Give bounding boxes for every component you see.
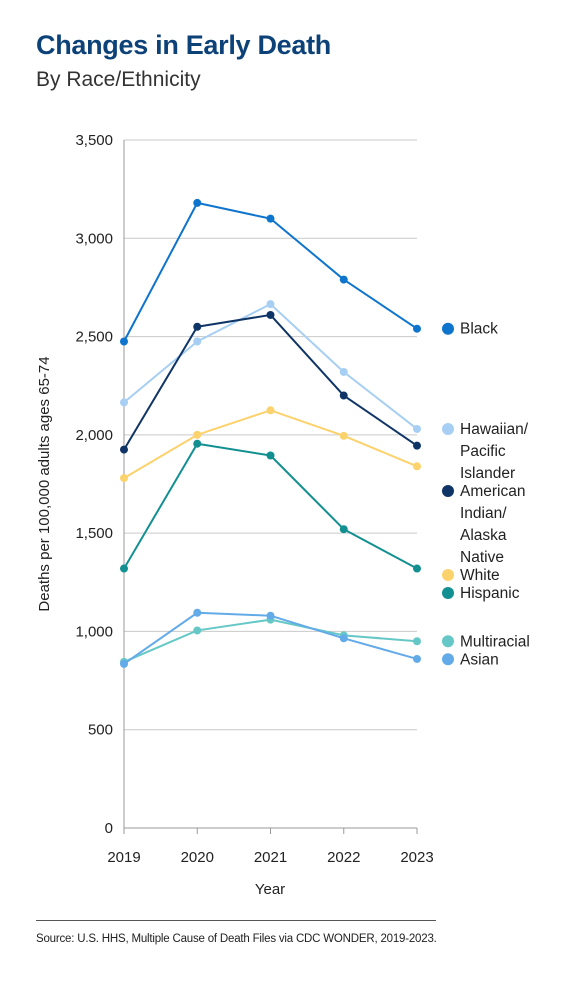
legend-marker (442, 635, 454, 648)
footer-divider (36, 920, 436, 921)
x-tick-labels: 2019 2020 2021 2022 2023 (107, 849, 433, 866)
data-point (413, 637, 421, 646)
data-point (193, 439, 202, 448)
data-point (193, 626, 202, 635)
data-point (266, 611, 275, 620)
series-lines (120, 198, 421, 668)
legend-label: Alaska (460, 527, 507, 544)
data-point (266, 214, 275, 223)
data-point (120, 398, 128, 407)
data-point (193, 430, 202, 439)
x-tick-label: 2021 (254, 849, 287, 866)
x-tick-label: 2023 (400, 849, 433, 866)
legend-item: American Indian/Alaska Native (442, 483, 525, 566)
chart-subtitle: By Race/Ethnicity (36, 68, 201, 91)
legend-item: White (442, 567, 500, 584)
data-point (339, 275, 348, 284)
legend-marker (442, 322, 454, 335)
data-point (120, 659, 128, 668)
y-tick-label: 0 (105, 820, 113, 837)
legend-item: Hawaiian/Pacific Islander (442, 421, 529, 482)
data-point (193, 322, 202, 331)
source-note: Source: U.S. HHS, Multiple Cause of Deat… (36, 933, 437, 945)
legend-label: American (460, 483, 525, 500)
data-point (120, 564, 128, 573)
data-point (266, 406, 275, 415)
data-point (339, 391, 348, 400)
x-tick-label: 2019 (107, 849, 140, 866)
gridlines (124, 139, 417, 731)
legend-marker (442, 653, 454, 666)
legend-label: Islander (460, 465, 515, 482)
legend-marker (442, 568, 454, 581)
y-tick-label: 3,500 (75, 132, 113, 149)
x-tick-label: 2022 (327, 849, 360, 866)
data-point (193, 198, 202, 207)
y-tick-label: 2,500 (75, 329, 113, 346)
x-axis-title: Year (255, 881, 285, 898)
series-line (123, 618, 418, 663)
y-tick-label: 2,000 (75, 427, 113, 444)
legend-marker (442, 586, 454, 599)
legend-marker (442, 422, 454, 435)
y-tick-label: 3,000 (75, 230, 113, 247)
legend-item: Asian (442, 651, 499, 668)
data-point (339, 525, 348, 534)
legend-label: Indian/ (460, 505, 507, 522)
data-point (120, 445, 128, 454)
data-point (339, 634, 348, 643)
data-point (413, 564, 421, 573)
chart-title: Changes in Early Death (36, 30, 331, 60)
legend-label: Hawaiian/ (460, 421, 529, 438)
data-point (413, 441, 421, 450)
data-point (193, 337, 202, 346)
legend-label: Native (460, 549, 504, 566)
data-point (266, 451, 275, 460)
x-tick-label: 2020 (181, 849, 214, 866)
y-tick-labels: 0 500 1,000 1,500 2,000 2,500 3,000 3,500 (75, 132, 113, 837)
legend-marker (442, 484, 454, 497)
data-point (339, 431, 348, 440)
y-axis-title: Deaths per 100,000 adults ages 65-74 (36, 356, 53, 611)
y-tick-label: 1,000 (75, 623, 113, 640)
legend-item: Multiracial (442, 633, 530, 650)
data-point (120, 337, 128, 346)
axes (123, 140, 418, 834)
legend-label: Hispanic (460, 585, 520, 602)
legend-label: Pacific (460, 443, 506, 460)
data-point (339, 367, 348, 376)
legend-label: Black (460, 321, 498, 338)
y-tick-label: 500 (88, 722, 113, 739)
data-point (413, 424, 421, 433)
data-point (413, 462, 421, 471)
series-line (123, 442, 418, 570)
legend-label: White (460, 567, 500, 584)
series-line (123, 409, 418, 479)
data-point (193, 608, 202, 617)
data-point (266, 310, 275, 319)
y-tick-label: 1,500 (75, 525, 113, 542)
legend-label: Multiracial (460, 633, 530, 650)
data-point (266, 300, 275, 309)
series-line (123, 201, 418, 342)
legend-item: Black (442, 321, 498, 338)
series-line (123, 313, 418, 451)
data-point (413, 654, 421, 663)
data-point (413, 324, 421, 333)
data-point (120, 474, 128, 483)
legend-label: Asian (460, 651, 499, 668)
legend-item: Hispanic (442, 585, 520, 602)
